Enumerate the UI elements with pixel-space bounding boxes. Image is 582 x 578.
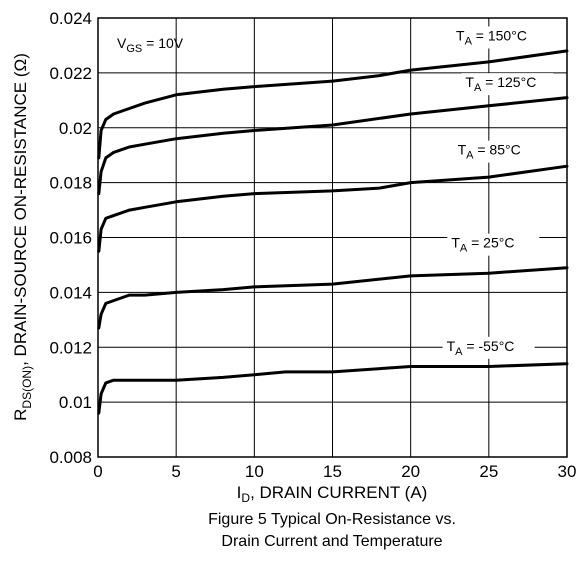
y-tick-label: 0.014 — [49, 283, 92, 302]
plot-frame — [97, 17, 568, 458]
series-line-4 — [97, 266, 569, 330]
y-tick-label: 0.02 — [59, 119, 92, 138]
series-labels: TA = 150°C TA = 125°C TA = 85°C TA = 25°C TA… — [442, 26, 554, 359]
series-line-1 — [97, 49, 569, 160]
y-tick-label: 0.016 — [49, 229, 92, 248]
series-line-2 — [97, 96, 569, 196]
x-tick-label: 0 — [93, 462, 102, 481]
y-tick-label: 0.022 — [49, 64, 92, 83]
series-label: TA = 125°C — [465, 74, 536, 94]
y-tick-label: 0.008 — [49, 448, 92, 467]
y-axis-title: RDS(ON), DRAIN-SOURCE ON-RESISTANCE (Ω) — [11, 53, 34, 421]
x-axis-title: ID, DRAIN CURRENT (A) — [237, 483, 428, 505]
x-tick-labels: 0 5 10 15 20 25 30 — [93, 462, 576, 481]
y-tick-label: 0.012 — [49, 338, 92, 357]
series-line-3 — [97, 164, 569, 253]
y-tick-label: 0.01 — [59, 393, 92, 412]
y-tick-label: 0.018 — [49, 174, 92, 193]
x-tick-label: 15 — [323, 462, 342, 481]
series-label-bg — [453, 140, 546, 163]
series-label: TA = 25°C — [451, 235, 514, 255]
series-label-bg — [452, 26, 545, 49]
series-label: TA = 85°C — [458, 142, 521, 162]
series-layer — [97, 49, 569, 415]
series-line-5 — [97, 362, 569, 415]
figure-caption-line-2: Drain Current and Temperature — [221, 533, 442, 550]
condition-annotation: VGS = 10V — [117, 35, 184, 55]
y-tick-label: 0.024 — [49, 9, 92, 28]
series-label-bg — [461, 73, 554, 96]
figure-caption-line-1: Figure 5 Typical On-Resistance vs. — [208, 511, 456, 528]
x-tick-label: 10 — [245, 462, 264, 481]
x-tick-label: 5 — [171, 462, 180, 481]
series-label: TA = 150°C — [456, 27, 527, 47]
series-label-bg — [442, 336, 535, 359]
y-tick-labels: 0.008 0.01 0.012 0.014 0.016 0.018 0.02 0.022 0.… — [49, 9, 92, 467]
x-tick-label: 30 — [558, 462, 577, 481]
x-tick-label: 20 — [401, 462, 420, 481]
x-tick-label: 25 — [479, 462, 498, 481]
series-label: TA = -55°C — [447, 338, 515, 358]
series-label-bg — [447, 233, 540, 256]
